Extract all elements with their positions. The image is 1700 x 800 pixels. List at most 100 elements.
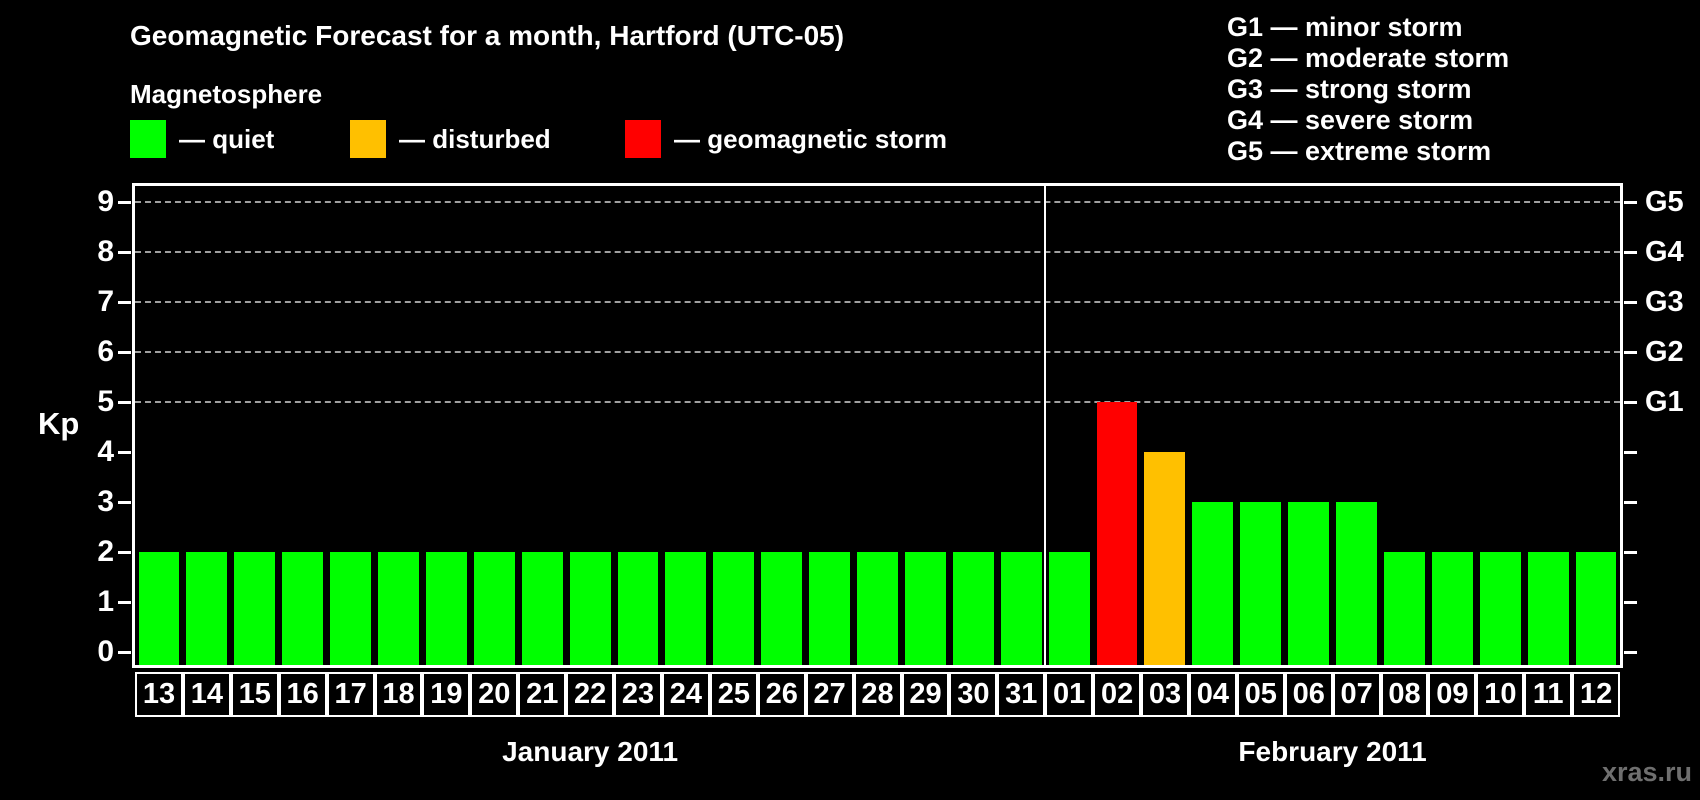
plot-area [132,183,1623,668]
gridline-kp6 [135,351,1620,353]
bar-february-11 [1527,552,1569,665]
bar-january-13 [138,552,180,665]
day-label-january-17: 17 [326,672,375,717]
chart-title: Geomagnetic Forecast for a month, Hartfo… [130,20,845,51]
left-tick-kp2 [118,551,131,554]
bar-january-17 [330,552,371,665]
bar-february-06 [1288,502,1330,665]
bar-february-07 [1336,502,1377,665]
right-tick-kp2 [1624,551,1637,554]
day-label-february-07: 07 [1332,672,1381,717]
right-tick-kp7 [1624,301,1637,304]
day-label-january-28: 28 [853,672,902,717]
y-tick-label-8: 8 [97,235,114,268]
bar-february-10 [1479,552,1521,665]
day-label-february-12: 12 [1572,672,1621,717]
gridline-kp9 [135,201,1620,203]
right-tick-kp8 [1624,251,1637,254]
legend-item-quiet: — quiet [130,119,274,159]
bar-january-31 [1000,552,1042,665]
g-axis-label-g3: G3 [1645,286,1684,318]
bar-january-26 [761,552,803,665]
disturbed-color-swatch [350,120,386,158]
left-tick-kp5 [118,401,131,404]
storm-label: — geomagnetic storm [674,123,948,154]
day-label-january-30: 30 [949,672,998,717]
y-tick-label-3: 3 [97,485,114,518]
day-label-february-05: 05 [1236,672,1285,717]
g-axis-label-g1: G1 [1645,386,1684,418]
right-tick-kp0 [1624,651,1637,654]
day-label-february-10: 10 [1476,672,1525,717]
left-tick-kp1 [118,601,131,604]
bar-february-04 [1192,502,1234,665]
month-label-january-2011: January 2011 [502,736,679,767]
g1-legend-line: G1 — minor storm [1227,12,1463,42]
day-label-january-16: 16 [278,672,327,717]
day-label-february-11: 11 [1524,672,1573,717]
day-label-january-31: 31 [997,672,1046,717]
y-tick-label-5: 5 [97,385,114,418]
bar-january-28 [857,552,898,665]
y-tick-label-4: 4 [97,435,114,468]
bar-january-15 [234,552,276,665]
day-label-january-15: 15 [230,672,279,717]
gridline-kp7 [135,301,1620,303]
bar-february-02 [1096,402,1138,665]
bar-january-21 [521,552,563,665]
day-label-january-19: 19 [422,672,471,717]
legend-item-disturbed: — disturbed [350,119,551,159]
left-tick-kp4 [118,451,131,454]
bar-january-22 [569,552,611,665]
g2-legend-line: G2 — moderate storm [1227,43,1510,73]
right-tick-kp9 [1624,201,1637,204]
bar-january-20 [473,552,515,665]
day-label-february-06: 06 [1284,672,1333,717]
day-label-february-04: 04 [1188,672,1237,717]
g-axis-label-g4: G4 [1645,236,1684,268]
bar-january-24 [665,552,707,665]
day-label-january-18: 18 [374,672,423,717]
bar-january-30 [952,552,994,665]
left-tick-kp3 [118,501,131,504]
y-tick-label-9: 9 [97,185,114,218]
bar-february-01 [1048,552,1090,665]
day-label-january-29: 29 [901,672,950,717]
right-tick-kp4 [1624,451,1637,454]
bar-february-12 [1575,552,1617,665]
bar-january-18 [378,552,419,665]
bar-february-03 [1144,452,1186,665]
bar-february-05 [1240,502,1282,665]
bar-january-23 [617,552,659,665]
bar-february-09 [1431,552,1473,665]
day-label-january-24: 24 [661,672,710,717]
quiet-label: — quiet [179,123,275,154]
day-label-january-14: 14 [182,672,231,717]
g3-legend-line: G3 — strong storm [1227,74,1472,104]
bar-january-14 [186,552,228,665]
bar-january-16 [282,552,324,665]
bar-january-29 [904,552,946,665]
left-tick-kp6 [118,351,131,354]
day-label-january-23: 23 [614,672,662,717]
y-tick-label-6: 6 [97,335,114,368]
right-tick-kp6 [1624,351,1637,354]
right-tick-kp1 [1624,601,1637,604]
month-separator-0 [1044,186,1047,665]
bar-january-19 [425,552,467,665]
disturbed-label: — disturbed [399,123,551,154]
left-tick-kp8 [118,251,131,254]
magnetosphere-heading: Magnetosphere [130,79,323,109]
g5-legend-line: G5 — extreme storm [1227,136,1492,166]
left-tick-kp9 [118,201,131,204]
g-axis-label-g2: G2 [1645,336,1684,368]
x-axis-day-row: 13 14 15 16 17 18 19 20 21 22 23 24 25 26 27 28 29 30 31 01… [135,672,1621,717]
day-label-january-26: 26 [757,672,806,717]
day-label-february-03: 03 [1141,672,1189,717]
day-label-february-01: 01 [1045,672,1094,717]
day-label-february-09: 09 [1428,672,1477,717]
day-label-february-02: 02 [1093,672,1142,717]
day-label-january-21: 21 [518,672,567,717]
bar-january-27 [809,552,851,665]
